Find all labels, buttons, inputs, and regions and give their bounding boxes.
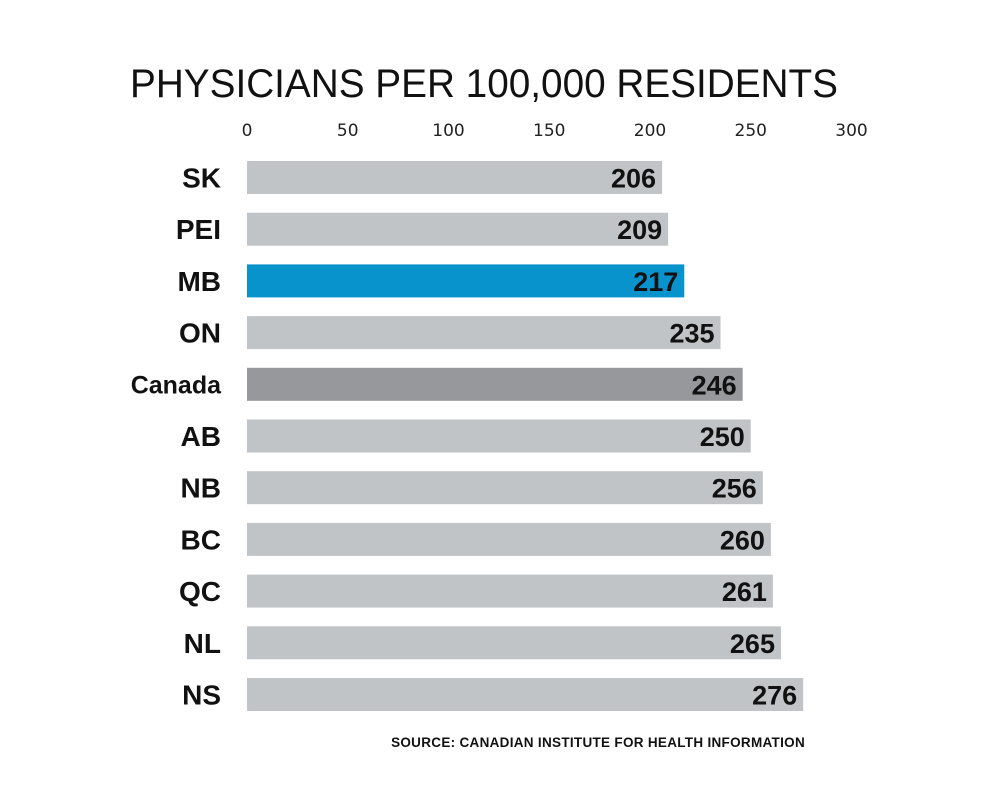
bar-qc	[247, 574, 773, 608]
bar-mb	[247, 264, 685, 298]
source-note: SOURCE: CANADIAN INSTITUTE FOR HEALTH IN…	[391, 735, 805, 750]
x-axis-ticks: 0 50 100 150 200 250 300	[242, 121, 868, 141]
value-label: 206	[611, 164, 656, 194]
category-label: NS	[182, 680, 221, 711]
category-label: NB	[181, 473, 221, 504]
category-label: SK	[182, 163, 221, 194]
category-label: ON	[179, 318, 221, 349]
bar-nb	[247, 471, 763, 505]
value-label: 250	[700, 422, 745, 452]
value-label: 235	[669, 319, 714, 349]
value-label: 261	[722, 577, 767, 607]
x-tick-label: 200	[634, 121, 666, 141]
category-label: BC	[181, 524, 221, 555]
x-tick-label: 150	[533, 121, 565, 141]
value-label: 276	[752, 681, 797, 711]
bar-sk	[247, 161, 663, 194]
bar-ns	[247, 678, 804, 711]
category-label: PEI	[176, 214, 221, 245]
x-tick-label: 250	[735, 121, 767, 141]
category-label: QC	[179, 576, 221, 607]
value-label: 217	[633, 267, 678, 297]
value-label: 209	[617, 215, 662, 245]
chart-title: PHYSICIANS PER 100,000 RESIDENTS	[130, 62, 838, 106]
category-label: Canada	[131, 371, 222, 399]
bar-pei	[247, 212, 669, 246]
x-tick-label: 0	[242, 121, 253, 141]
value-label: 256	[712, 474, 757, 504]
x-tick-label: 100	[432, 121, 464, 141]
value-label: 260	[720, 525, 765, 555]
bar-bc	[247, 522, 771, 556]
value-label: 265	[730, 629, 775, 659]
bar-nl	[247, 626, 781, 660]
bars: SK 206 PEI 209 MB 217 ON 235 Canada 246 AB 250 NB 256…	[131, 161, 804, 711]
category-label: MB	[177, 266, 221, 297]
bar-ab	[247, 419, 751, 453]
category-label: NL	[184, 628, 221, 659]
bar-canada	[247, 367, 743, 401]
value-label: 246	[692, 370, 737, 400]
x-tick-label: 50	[337, 121, 359, 141]
bar-on	[247, 316, 721, 350]
category-label: AB	[181, 421, 221, 452]
x-tick-label: 300	[835, 121, 867, 141]
